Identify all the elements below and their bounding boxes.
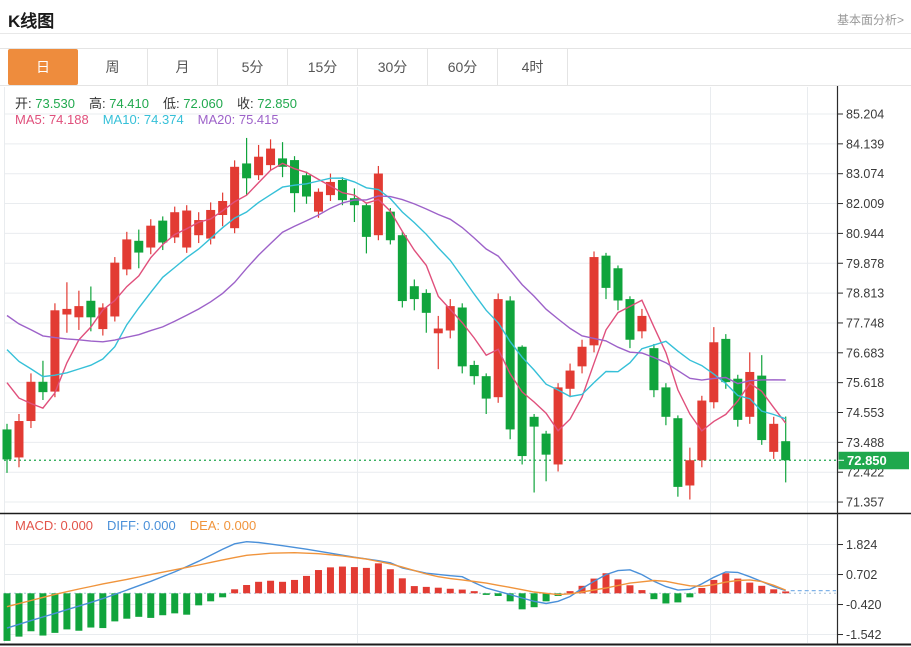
svg-text:71.357: 71.357 xyxy=(846,496,884,510)
svg-text:-1.542: -1.542 xyxy=(846,628,881,642)
tab-日[interactable]: 日 xyxy=(8,49,78,85)
svg-text:78.813: 78.813 xyxy=(846,287,884,301)
ma-lines xyxy=(6,162,787,432)
panel-frame xyxy=(0,86,911,646)
svg-text:1.824: 1.824 xyxy=(846,538,877,552)
period-tabbar: 日周月 5分 15分 30分 60分 4时 xyxy=(0,48,911,86)
info-pair: 收: 72.850 xyxy=(237,96,297,111)
info-pair: 开: 73.530 xyxy=(15,96,75,111)
svg-text:77.748: 77.748 xyxy=(846,316,884,330)
svg-text:84.139: 84.139 xyxy=(846,137,884,151)
tab-5分[interactable]: 5分 xyxy=(218,49,288,85)
ma20-line xyxy=(6,195,786,385)
info-pair: 高: 74.410 xyxy=(89,96,149,111)
info-pair: DIFF: 0.000 xyxy=(107,518,176,533)
dea-line xyxy=(6,551,786,608)
tab-15分[interactable]: 15分 xyxy=(288,49,358,85)
title-divider xyxy=(0,33,911,34)
ma5-line xyxy=(6,162,787,432)
svg-text:80.944: 80.944 xyxy=(846,227,884,241)
macd-lines xyxy=(6,540,786,629)
info-pair: MACD: 0.000 xyxy=(15,518,94,533)
macd-axis: 1.824 0.702 -0.420 -1.542 xyxy=(837,538,881,642)
tab-月[interactable]: 月 xyxy=(148,49,218,85)
info-pair: 低: 72.060 xyxy=(163,96,223,111)
svg-text:82.009: 82.009 xyxy=(846,197,884,211)
svg-text:75.618: 75.618 xyxy=(846,376,884,390)
svg-text:83.074: 83.074 xyxy=(846,167,884,181)
ma-info-line: MA5: 74.188 MA10: 74.374 MA20: 75.415 xyxy=(15,112,293,127)
tab-4时[interactable]: 4时 xyxy=(498,49,568,85)
info-pair: DEA: 0.000 xyxy=(189,518,257,533)
tab-30分[interactable]: 30分 xyxy=(358,49,428,85)
info-pair: MA10: 74.374 xyxy=(102,112,184,127)
svg-text:-0.420: -0.420 xyxy=(846,598,881,612)
price-axis: 85.204 84.139 83.074 82.009 80.944 79.878 78.8… xyxy=(837,108,884,510)
tab-60分[interactable]: 60分 xyxy=(428,49,498,85)
svg-text:76.683: 76.683 xyxy=(846,346,884,360)
tab-周[interactable]: 周 xyxy=(78,49,148,85)
svg-text:73.488: 73.488 xyxy=(846,436,884,450)
grid-lines xyxy=(4,87,838,643)
page-title: K线图 xyxy=(8,12,55,31)
candles-layer xyxy=(2,137,791,500)
current-price-badge: 72.850 xyxy=(838,451,909,470)
macd-info-line: MACD: 0.000 DIFF: 0.000 DEA: 0.000 xyxy=(15,518,270,533)
svg-text:72.850: 72.850 xyxy=(847,453,887,468)
svg-text:85.204: 85.204 xyxy=(846,108,884,122)
info-pair: MA5: 74.188 xyxy=(15,112,89,127)
svg-text:79.878: 79.878 xyxy=(846,257,884,271)
svg-text:0.702: 0.702 xyxy=(846,568,877,582)
ma10-line xyxy=(6,177,786,420)
fundamental-analysis-link[interactable]: 基本面分析> xyxy=(836,13,904,27)
svg-text:74.553: 74.553 xyxy=(846,406,884,420)
info-pair: MA20: 75.415 xyxy=(197,112,279,127)
ohlc-info-line: 开: 73.530 高: 74.410 低: 72.060 收: 72.850 xyxy=(15,93,311,112)
macd-bars xyxy=(3,563,790,641)
period-tabs: 日周月 5分 15分 30分 60分 4时 xyxy=(8,49,568,85)
